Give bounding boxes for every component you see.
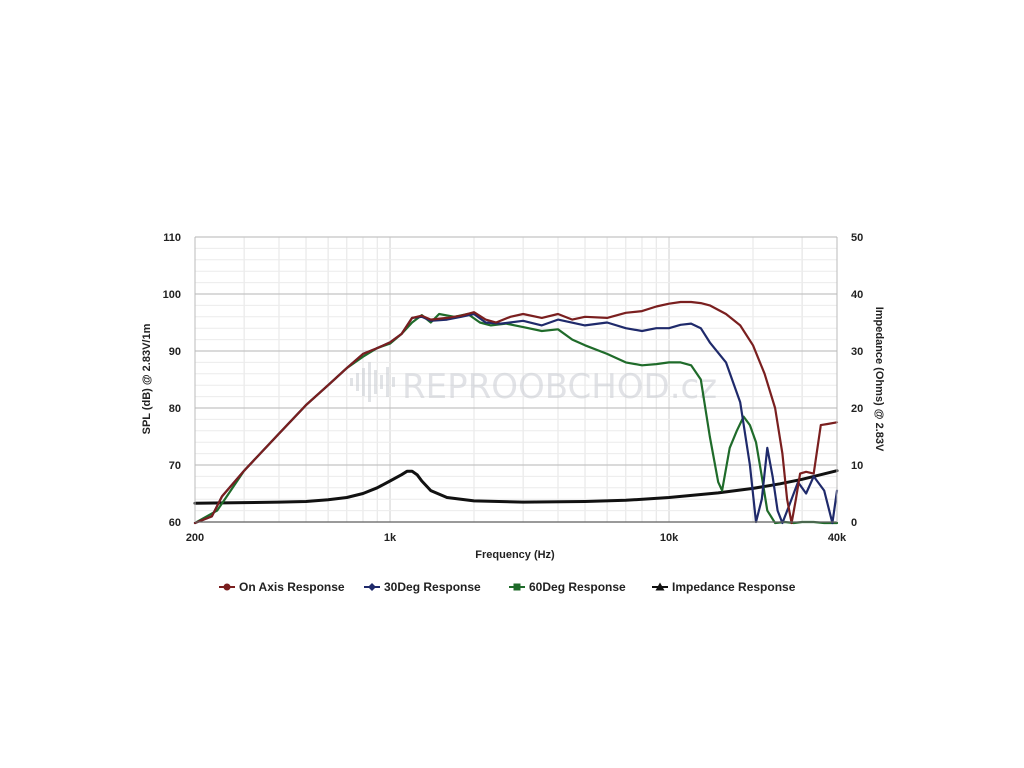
y2-tick-label: 40 xyxy=(851,289,863,301)
y2-tick-label: 50 xyxy=(851,232,863,244)
legend-marker-diamond-icon xyxy=(368,583,376,591)
watermark-logo xyxy=(350,362,395,402)
x-tick-label: 40k xyxy=(828,532,847,544)
series-lines xyxy=(193,300,839,525)
x-axis-title: Frequency (Hz) xyxy=(475,549,555,561)
series-line-60deg-response xyxy=(193,312,839,525)
legend-label: Impedance Response xyxy=(672,580,796,594)
series-line-30deg-response xyxy=(193,312,839,525)
plot-grid xyxy=(195,236,837,523)
y-tick-label: 110 xyxy=(163,232,181,244)
y-tick-label: 80 xyxy=(169,403,181,415)
plot-axes xyxy=(194,237,838,523)
series-line-impedance-response xyxy=(193,469,839,505)
watermark-logo-bar xyxy=(350,378,353,386)
watermark-logo-bar xyxy=(380,375,383,389)
x-tick-label: 1k xyxy=(384,532,397,544)
legend-marker-circle-icon xyxy=(223,583,231,591)
y2-tick-label: 10 xyxy=(851,460,863,472)
y2-tick-label: 30 xyxy=(851,346,863,358)
watermark-logo-bar xyxy=(368,362,371,402)
legend-label: 60Deg Response xyxy=(529,580,626,594)
tick-labels: 200 1k 10k 40k 60 70 80 90 100 110 0 10 20 30 40 50 xyxy=(163,232,864,544)
x-tick-label: 200 xyxy=(186,532,204,544)
watermark-logo-bar xyxy=(374,370,377,394)
legend: On Axis Response 30Deg Response 60Deg Resp… xyxy=(219,580,796,594)
watermark-logo-bar xyxy=(356,373,359,391)
series-line-on-axis-response xyxy=(193,300,839,525)
y-tick-label: 60 xyxy=(169,517,181,529)
y-axis-title: SPL (dB) @ 2.83V/1m xyxy=(141,323,153,434)
legend-label: 30Deg Response xyxy=(384,580,481,594)
y-tick-label: 90 xyxy=(169,346,181,358)
y-tick-label: 100 xyxy=(163,289,181,301)
y2-tick-label: 0 xyxy=(851,517,857,529)
watermark-text: REPROOBCHOD.cz xyxy=(402,367,717,407)
y2-axis-title: Impedance (Ohms) @ 2.83V xyxy=(873,307,885,452)
watermark-logo-bar xyxy=(392,377,395,387)
legend-marker-triangle-icon xyxy=(655,582,665,591)
y-tick-label: 70 xyxy=(169,460,181,472)
y2-tick-label: 20 xyxy=(851,403,863,415)
x-tick-label: 10k xyxy=(660,532,679,544)
legend-marker-square-icon xyxy=(513,583,521,591)
watermark-logo-bar xyxy=(362,368,365,396)
legend-label: On Axis Response xyxy=(239,580,345,594)
watermark-logo-bar xyxy=(386,367,389,397)
